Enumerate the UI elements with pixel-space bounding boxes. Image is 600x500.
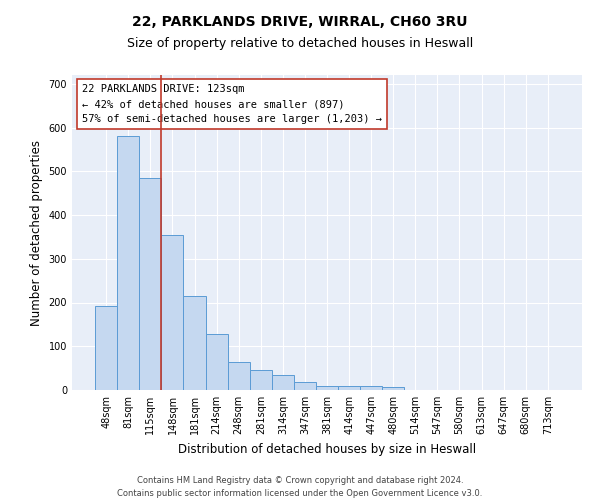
Y-axis label: Number of detached properties: Number of detached properties — [30, 140, 43, 326]
Bar — [294, 382, 316, 390]
Bar — [184, 296, 206, 390]
Bar — [316, 386, 338, 390]
Bar — [338, 386, 360, 390]
Text: Size of property relative to detached houses in Heswall: Size of property relative to detached ho… — [127, 38, 473, 51]
Bar — [117, 136, 139, 390]
Bar — [206, 334, 227, 390]
Bar — [272, 374, 294, 390]
Text: Contains HM Land Registry data © Crown copyright and database right 2024.
Contai: Contains HM Land Registry data © Crown c… — [118, 476, 482, 498]
X-axis label: Distribution of detached houses by size in Heswall: Distribution of detached houses by size … — [178, 442, 476, 456]
Bar — [95, 306, 117, 390]
Text: 22 PARKLANDS DRIVE: 123sqm
← 42% of detached houses are smaller (897)
57% of sem: 22 PARKLANDS DRIVE: 123sqm ← 42% of deta… — [82, 84, 382, 124]
Bar — [250, 370, 272, 390]
Bar — [161, 234, 184, 390]
Bar — [382, 386, 404, 390]
Bar — [227, 362, 250, 390]
Bar — [139, 178, 161, 390]
Text: 22, PARKLANDS DRIVE, WIRRAL, CH60 3RU: 22, PARKLANDS DRIVE, WIRRAL, CH60 3RU — [132, 15, 468, 29]
Bar — [360, 386, 382, 390]
